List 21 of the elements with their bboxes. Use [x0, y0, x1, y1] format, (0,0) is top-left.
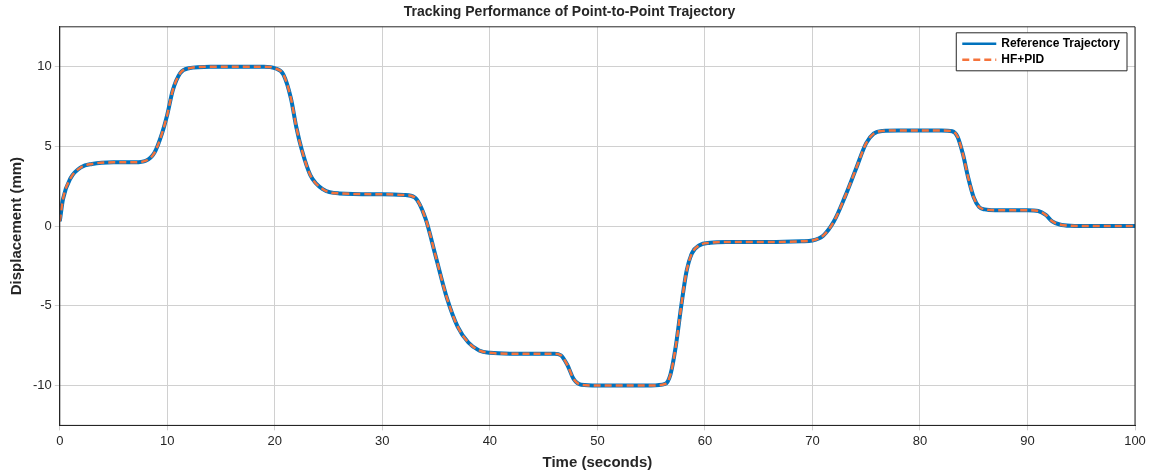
y-tick-label: 5 — [44, 137, 52, 153]
y-tick-label: 10 — [37, 58, 52, 74]
y-tick-label: -5 — [40, 297, 52, 313]
x-tick-label: 60 — [697, 432, 713, 448]
x-tick-label: 30 — [375, 432, 390, 448]
y-axis-title: Displacement (mm) — [7, 156, 25, 296]
x-axis-title: Time (seconds) — [542, 453, 653, 471]
legend-label: Reference Trajectory — [1001, 36, 1121, 51]
y-tick-label: 0 — [44, 217, 52, 233]
x-tick-label: 100 — [1124, 432, 1146, 448]
x-tick-label: 40 — [482, 432, 498, 448]
y-tick-label: -10 — [32, 377, 52, 393]
x-tick-label: 80 — [912, 432, 928, 448]
x-tick-label: 70 — [805, 432, 820, 448]
x-tick-label: 0 — [56, 432, 64, 448]
x-tick-label: 90 — [1020, 432, 1035, 448]
x-tick-label: 10 — [160, 432, 175, 448]
legend-label: HF+PID — [1001, 52, 1045, 67]
x-tick-label: 50 — [590, 432, 605, 448]
x-tick-label: 20 — [267, 432, 283, 448]
chart-title: Tracking Performance of Point-to-Point Trajectory — [403, 3, 736, 20]
